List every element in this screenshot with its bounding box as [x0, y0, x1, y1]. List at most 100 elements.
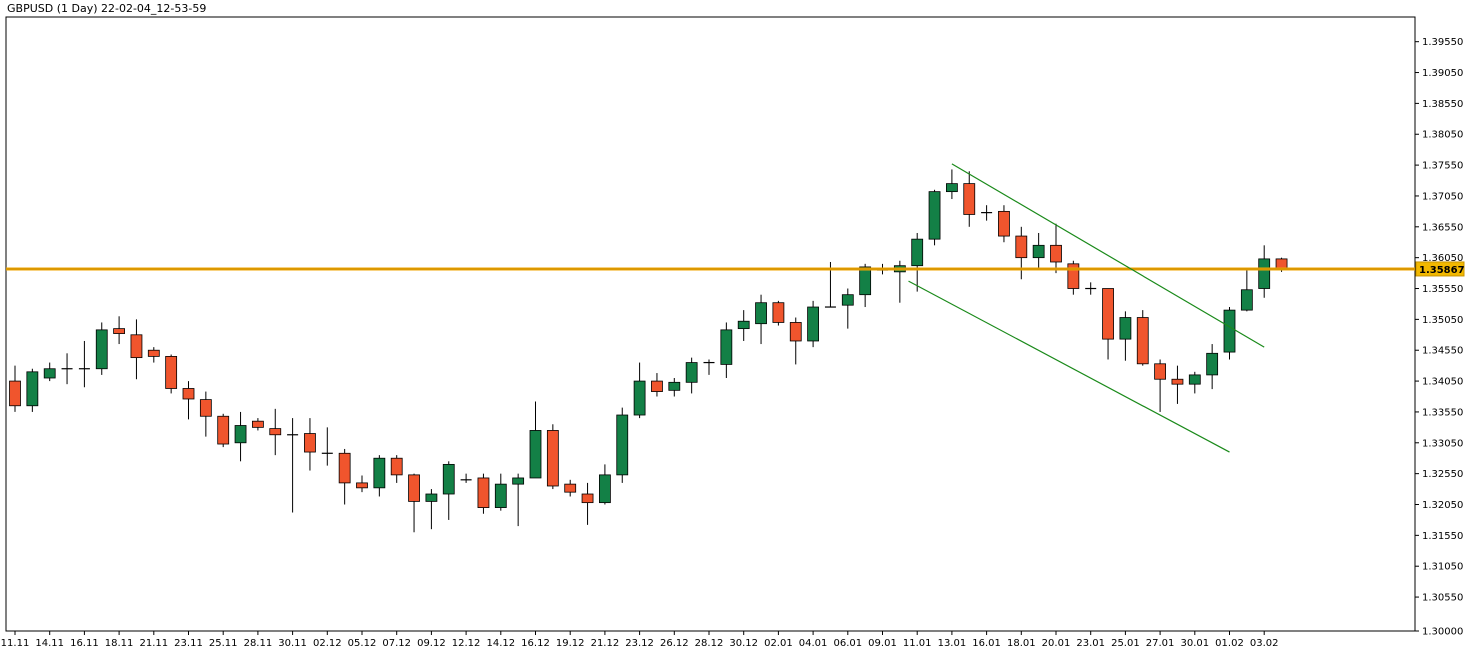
y-tick-label: 1.32550: [1422, 469, 1463, 480]
candle-body: [1223, 309, 1236, 353]
candle-body: [425, 493, 438, 502]
y-tick-label: 1.34050: [1422, 377, 1463, 388]
plot-frame: [5, 16, 1416, 632]
candle-body: [1119, 317, 1132, 340]
y-tick-label: 1.33550: [1422, 407, 1463, 418]
candle: [616, 407, 629, 483]
y-tick-label: 1.33050: [1422, 438, 1463, 449]
candle-body: [373, 457, 386, 489]
y-tick-label: 1.35050: [1422, 315, 1463, 326]
candle: [460, 473, 472, 483]
x-tick-label: 06.01: [833, 638, 862, 649]
candle: [1171, 365, 1184, 404]
candle: [477, 473, 490, 514]
candle-body: [946, 183, 958, 193]
candle: [9, 365, 21, 412]
candlestick-series: [9, 169, 1288, 533]
candle-body: [234, 425, 247, 444]
candle: [1102, 288, 1114, 360]
x-tick-label: 14.11: [35, 638, 64, 649]
y-tick-label: 1.30550: [1422, 593, 1463, 604]
candle-body: [1206, 352, 1219, 376]
x-tick-label: 11.01: [903, 638, 932, 649]
candle: [981, 205, 993, 221]
candle: [703, 359, 715, 375]
candle: [26, 368, 39, 412]
candle: [737, 310, 750, 341]
candle-body: [546, 430, 559, 487]
candle-body: [755, 302, 767, 325]
x-tick-label: 13.01: [938, 638, 967, 649]
candle: [217, 413, 230, 448]
candle-body: [251, 420, 264, 428]
candle: [1240, 268, 1253, 312]
candle: [1032, 232, 1045, 271]
x-tick-label: 18.11: [105, 638, 134, 649]
candle: [43, 362, 56, 382]
candle: [373, 455, 386, 497]
candle: [269, 408, 282, 456]
x-tick-label: 23.11: [174, 638, 203, 649]
candle-body: [1015, 235, 1028, 259]
x-tick-label: 01.02: [1215, 638, 1244, 649]
x-tick-label: 26.12: [660, 638, 689, 649]
candle-body: [616, 414, 629, 476]
candle-body: [1154, 363, 1166, 380]
x-tick-label: 21.11: [139, 638, 168, 649]
x-axis: 11.11 14.11 16.11 18.11 21.11 23.11 25.11 28.11…: [1, 631, 1279, 649]
trend-line-lower: [908, 280, 1230, 453]
candle: [1136, 310, 1149, 366]
y-axis: 1.39550 1.39050 1.38550 1.38050 1.37550 1.370…: [1415, 37, 1463, 638]
candle-body: [130, 334, 143, 359]
candle-body: [737, 320, 750, 330]
candle-body: [1032, 244, 1045, 259]
x-tick-label: 25.01: [1111, 638, 1140, 649]
candle: [772, 300, 785, 326]
candle: [199, 391, 212, 437]
candle-body: [113, 328, 125, 334]
candle: [234, 411, 247, 462]
y-tick-label: 1.37550: [1422, 161, 1463, 172]
candle: [599, 464, 611, 505]
candle: [61, 353, 73, 385]
x-tick-label: 28.11: [244, 638, 273, 649]
x-tick-label: 20.01: [1042, 638, 1071, 649]
candle: [581, 482, 594, 525]
y-tick-label: 1.31550: [1422, 531, 1463, 542]
candle-body: [43, 368, 56, 379]
candle: [998, 205, 1010, 243]
candle-body: [95, 329, 108, 370]
candle-body: [165, 355, 178, 389]
candle: [963, 171, 976, 227]
candle-body: [1171, 378, 1184, 385]
x-tick-label: 27.01: [1146, 638, 1175, 649]
candle: [911, 232, 924, 292]
candle: [304, 418, 316, 471]
candle: [807, 300, 819, 348]
candle-body: [9, 380, 21, 407]
candle-body: [668, 381, 681, 391]
candle: [321, 427, 333, 466]
candle-body: [1275, 258, 1288, 269]
x-tick-label: 09.12: [417, 638, 446, 649]
candle: [789, 317, 802, 365]
price-tag: [1415, 261, 1465, 277]
x-tick-label: 19.12: [556, 638, 585, 649]
candle: [1258, 245, 1271, 298]
candle-body: [199, 399, 212, 417]
x-tick-label: 28.12: [695, 638, 724, 649]
candle: [1067, 260, 1080, 295]
candle: [1154, 359, 1166, 412]
candle-body: [477, 477, 490, 508]
candle: [165, 354, 178, 394]
candle: [494, 473, 507, 511]
y-tick-label: 1.36550: [1422, 222, 1463, 233]
y-tick-label: 1.39550: [1422, 37, 1463, 48]
candle-body: [1188, 374, 1201, 385]
candle-body: [841, 294, 854, 306]
candle-body: [304, 433, 316, 453]
candle: [1119, 311, 1132, 361]
candle: [1206, 344, 1219, 390]
y-tick-label: 1.34550: [1422, 346, 1463, 357]
